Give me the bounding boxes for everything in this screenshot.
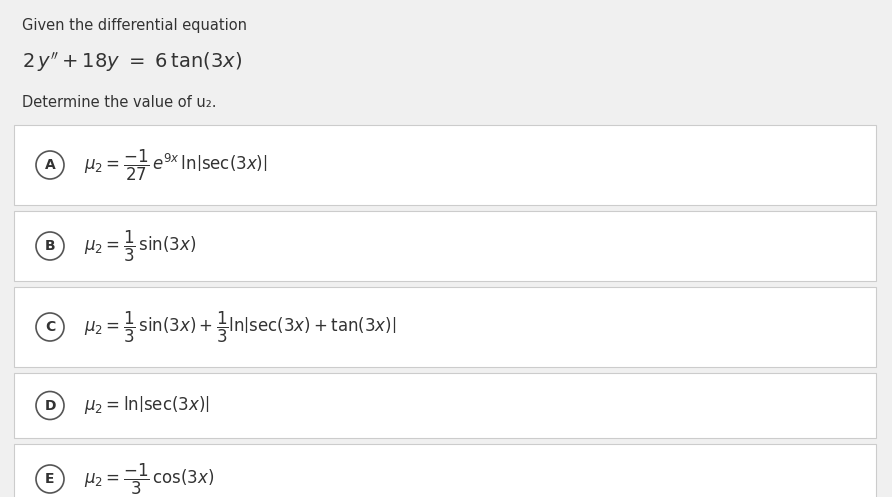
FancyBboxPatch shape	[14, 373, 876, 438]
FancyBboxPatch shape	[14, 287, 876, 367]
Text: $\mu_2 = \dfrac{-1}{27}\,e^{9x}\,\ln\!\left|\sec\!\left(3x\right)\right|$: $\mu_2 = \dfrac{-1}{27}\,e^{9x}\,\ln\!\l…	[84, 148, 268, 182]
Text: D: D	[45, 399, 55, 413]
Text: Given the differential equation: Given the differential equation	[22, 18, 247, 33]
Circle shape	[36, 151, 64, 179]
Text: E: E	[45, 472, 54, 486]
Text: $\mu_2 = \ln\!\left|\sec\!\left(3x\right)\right|$: $\mu_2 = \ln\!\left|\sec\!\left(3x\right…	[84, 395, 210, 416]
Text: A: A	[45, 158, 55, 172]
FancyBboxPatch shape	[14, 125, 876, 205]
Text: Determine the value of u₂.: Determine the value of u₂.	[22, 95, 217, 110]
Text: B: B	[45, 239, 55, 253]
FancyBboxPatch shape	[14, 444, 876, 497]
Text: $\mu_2 = \dfrac{1}{3}\,\sin\!\left(3x\right)$: $\mu_2 = \dfrac{1}{3}\,\sin\!\left(3x\ri…	[84, 229, 196, 263]
Circle shape	[36, 232, 64, 260]
Circle shape	[36, 313, 64, 341]
FancyBboxPatch shape	[14, 211, 876, 281]
Text: C: C	[45, 320, 55, 334]
Circle shape	[36, 465, 64, 493]
Text: $\mu_2 = \dfrac{-1}{3}\,\cos\!\left(3x\right)$: $\mu_2 = \dfrac{-1}{3}\,\cos\!\left(3x\r…	[84, 461, 214, 497]
Text: $\mathrm{2\,}y'' + \mathrm{18}y\ =\ 6\,\tan\!\left(3x\right)$: $\mathrm{2\,}y'' + \mathrm{18}y\ =\ 6\,\…	[22, 50, 242, 74]
Circle shape	[36, 392, 64, 419]
Text: $\mu_2 = \dfrac{1}{3}\,\sin\!\left(3x\right) + \dfrac{1}{3}\ln\!\left|\sec\!\lef: $\mu_2 = \dfrac{1}{3}\,\sin\!\left(3x\ri…	[84, 310, 396, 344]
